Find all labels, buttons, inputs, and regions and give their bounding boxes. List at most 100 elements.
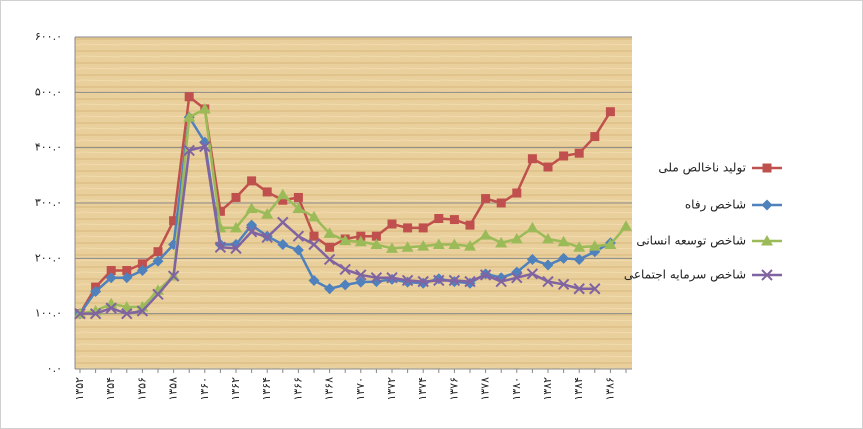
marker (339, 279, 351, 291)
marker (511, 271, 523, 284)
marker (120, 301, 133, 312)
marker (292, 230, 305, 242)
x-tick-label: ۱۳۸۶ (603, 377, 616, 401)
marker (292, 202, 305, 214)
x-tick-label: ۱۳۸۴ (572, 377, 585, 401)
y-tick-label: ۶۰۰.۰ (35, 30, 62, 43)
x-tick-label: ۱۳۷۴ (416, 377, 429, 401)
marker (277, 239, 289, 250)
marker (231, 192, 241, 202)
marker (245, 226, 258, 238)
x-tick-label: ۱۳۶۰ (198, 377, 211, 401)
legend-label: شاخص سرمایه اجتماعی (624, 268, 746, 283)
marker (247, 176, 257, 186)
legend-marker (762, 163, 772, 173)
marker (481, 194, 491, 204)
marker (215, 206, 225, 216)
marker (137, 259, 147, 269)
marker (574, 148, 584, 158)
legend: تولید ناخالص ملی شاخص رفاه شاخص توسعه انسا… (624, 161, 782, 283)
marker (230, 221, 242, 233)
marker (323, 227, 336, 238)
marker (432, 238, 445, 249)
marker (370, 271, 383, 284)
marker (448, 274, 461, 287)
marker (105, 302, 117, 314)
legend-marker (761, 199, 773, 211)
marker (169, 216, 179, 226)
marker (573, 283, 585, 295)
x-tick-label: ۱۳۵۶ (135, 377, 148, 401)
marker (512, 188, 522, 198)
y-tick-label: ۵۰۰.۰ (35, 85, 62, 98)
x-tick-label: ۱۳۶۶ (291, 377, 304, 401)
x-tick-label: ۱۳۶۴ (260, 377, 273, 401)
legend-marker (761, 269, 773, 281)
marker (184, 92, 194, 102)
marker (152, 288, 164, 301)
marker (526, 268, 539, 280)
marker (325, 242, 335, 252)
marker (387, 219, 397, 229)
x-tick-label: ۱۳۷۸ (479, 377, 492, 401)
legend-label: تولید ناخالص ملی (658, 161, 746, 176)
y-tick-label: ۴۰۰.۰ (35, 141, 62, 154)
marker (121, 272, 133, 284)
x-tick-label: ۱۳۶۸ (323, 377, 336, 401)
marker (495, 236, 508, 248)
marker (230, 242, 242, 255)
marker (339, 263, 351, 276)
x-tick-label: ۱۳۷۰ (354, 377, 367, 401)
marker (464, 275, 476, 288)
marker (121, 307, 133, 320)
marker (355, 269, 367, 281)
marker (261, 208, 274, 219)
x-tick-label: ۱۳۵۸ (167, 377, 180, 401)
marker (308, 238, 320, 251)
marker (90, 286, 102, 298)
legend-label: شاخص رفاه (685, 198, 746, 213)
marker (433, 274, 445, 287)
marker (198, 102, 211, 114)
marker (588, 240, 601, 251)
y-tick-label: ۲۰۰.۰ (35, 251, 62, 264)
marker (339, 234, 352, 246)
marker (510, 232, 523, 244)
marker (278, 195, 288, 205)
marker (354, 235, 367, 247)
marker (479, 229, 492, 240)
series-line (80, 145, 595, 315)
marker (370, 238, 383, 249)
marker (136, 305, 149, 317)
marker (526, 221, 539, 233)
marker (403, 223, 413, 233)
marker (527, 154, 537, 164)
marker (136, 265, 148, 277)
x-tick-label: ۱۳۶۲ (229, 377, 242, 401)
x-tick-label: ۱۳۸۰ (510, 377, 523, 401)
marker (199, 140, 211, 153)
marker (106, 266, 116, 276)
marker (277, 216, 289, 229)
x-tick-label: ۱۳۷۶ (447, 377, 460, 401)
legend-marker (761, 235, 773, 246)
marker (417, 240, 430, 251)
marker (417, 275, 429, 288)
marker (261, 231, 273, 244)
marker (401, 241, 414, 252)
marker (542, 275, 554, 288)
y-tick-label: ۱۰۰.۰ (35, 307, 62, 320)
marker (245, 202, 258, 214)
marker (479, 269, 492, 281)
marker (74, 307, 86, 320)
y-tick-label: ۰.۰ (47, 362, 62, 375)
marker (464, 240, 476, 251)
legend-label: شاخص توسعه انسانی (636, 234, 746, 249)
marker (620, 220, 632, 231)
marker (324, 283, 336, 295)
marker (105, 272, 117, 284)
marker (573, 253, 585, 265)
marker (355, 276, 367, 288)
marker (183, 144, 195, 157)
marker (542, 232, 554, 244)
